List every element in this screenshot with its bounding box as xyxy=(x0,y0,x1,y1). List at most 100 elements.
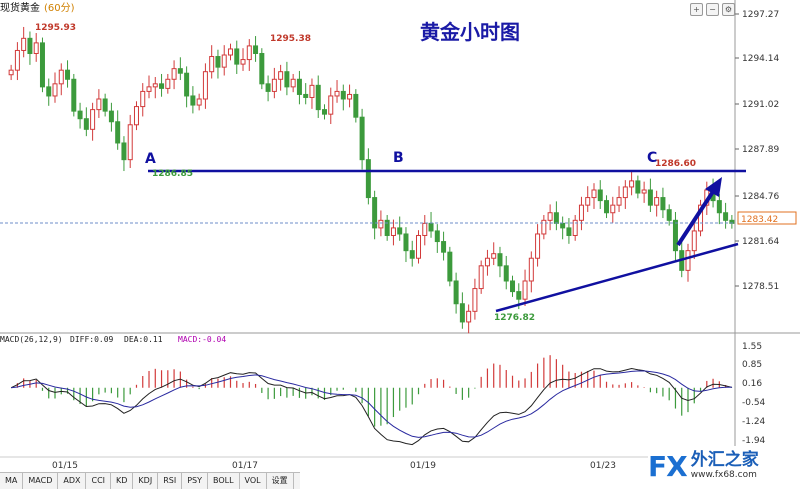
point-a-label: A xyxy=(145,151,156,167)
candle-body xyxy=(102,98,108,112)
settings-icon[interactable]: ⚙ xyxy=(722,3,735,16)
candle-body xyxy=(259,52,265,85)
tab-macd[interactable]: MACD xyxy=(23,473,59,489)
candle-body xyxy=(215,56,221,68)
tab-kd[interactable]: KD xyxy=(111,473,134,489)
tab-ma[interactable]: MA xyxy=(0,473,24,489)
candle-body xyxy=(159,83,165,89)
label-level-a: 1286.85 xyxy=(152,169,193,179)
macd-tick-label: 0.16 xyxy=(742,379,762,389)
candle-body xyxy=(453,280,459,305)
candle-body xyxy=(578,204,584,221)
candle-body xyxy=(121,142,127,161)
candle-body xyxy=(221,54,227,68)
timeframe-label: (60分) xyxy=(44,2,75,14)
candle-body xyxy=(610,204,616,214)
candle-body xyxy=(196,98,202,106)
candle-body xyxy=(641,189,647,194)
macd-tick-label: -1.94 xyxy=(742,436,766,446)
candle-body xyxy=(647,189,653,206)
trend-arrow-shaft xyxy=(676,185,718,247)
zoom-out-icon[interactable]: − xyxy=(706,3,719,16)
candle-body xyxy=(441,241,447,253)
point-c-label: C xyxy=(647,150,657,166)
candle-body xyxy=(691,230,697,252)
candle-body xyxy=(96,98,102,111)
candle-body xyxy=(108,110,114,123)
indicator-tabs: MA MACD ADX CCI KD KDJ RSI PSY BOLL VOL … xyxy=(0,472,300,489)
candle-body xyxy=(622,186,628,199)
macd-diff-line xyxy=(10,367,733,446)
tab-vol[interactable]: VOL xyxy=(240,473,267,489)
candle-body xyxy=(39,42,45,88)
candle-body xyxy=(309,84,315,98)
price-tick-label: 1281.64 xyxy=(742,237,779,247)
macd-panel xyxy=(10,355,733,446)
tab-cci[interactable]: CCI xyxy=(86,473,112,489)
candle-body xyxy=(409,250,415,259)
candle-body xyxy=(553,212,559,224)
candle-body xyxy=(716,200,722,214)
candle-body xyxy=(585,197,591,206)
candle-body xyxy=(77,110,83,120)
candle-body xyxy=(359,116,365,161)
candle-body xyxy=(447,251,453,282)
candle-body xyxy=(177,68,183,74)
candle-body xyxy=(566,227,572,236)
candle-body xyxy=(491,253,497,259)
candle-body xyxy=(372,197,378,229)
symbol-label: 现货黄金 xyxy=(0,1,40,14)
candle-body xyxy=(246,45,252,61)
point-b-label: B xyxy=(393,150,404,166)
candle-body xyxy=(321,109,327,115)
candle-body xyxy=(541,219,547,235)
candle-body xyxy=(209,56,215,73)
date-label-3: 01/19 xyxy=(410,461,436,471)
candle-body xyxy=(65,69,71,80)
candle-body xyxy=(240,59,246,65)
logo-mark: FX xyxy=(648,449,688,483)
tab-boll[interactable]: BOLL xyxy=(208,473,240,489)
candle-body xyxy=(459,303,465,323)
tab-psy[interactable]: PSY xyxy=(182,473,208,489)
candle-body xyxy=(604,200,610,214)
candle-body xyxy=(497,253,503,267)
candle-body xyxy=(591,189,597,199)
price-tick-label: 1294.14 xyxy=(742,54,779,64)
candle-body xyxy=(303,93,309,98)
candle-body xyxy=(52,83,58,97)
candle-body xyxy=(234,48,240,65)
trend-arrow-head xyxy=(705,177,722,197)
candle-body xyxy=(365,159,371,199)
tab-adx[interactable]: ADX xyxy=(58,473,87,489)
tab-kdj[interactable]: KDJ xyxy=(133,473,159,489)
candle-body xyxy=(171,68,177,80)
macd-value: MACD:-0.04 xyxy=(178,335,226,344)
tab-settings[interactable]: 设置 xyxy=(267,473,294,489)
candle-body xyxy=(466,310,472,323)
candle-body xyxy=(296,78,302,95)
tab-rsi[interactable]: RSI xyxy=(158,473,183,489)
candle-body xyxy=(127,124,133,161)
candle-body xyxy=(660,197,666,211)
candle-body xyxy=(33,42,39,54)
macd-tick-label: 1.55 xyxy=(742,342,762,352)
candle-body xyxy=(560,222,566,229)
candle-body xyxy=(14,49,20,71)
panel-controls: + − ⚙ xyxy=(690,3,735,16)
candle-body xyxy=(472,288,478,312)
candle-body xyxy=(90,109,96,130)
candle-body xyxy=(547,212,553,221)
zoom-in-icon[interactable]: + xyxy=(690,3,703,16)
price-tick-label: 1297.27 xyxy=(742,10,779,20)
date-label-1: 01/15 xyxy=(52,461,78,471)
current-price-label: 1283.42 xyxy=(741,215,778,225)
candle-body xyxy=(535,233,541,259)
candle-body xyxy=(416,234,422,259)
price-tick-label: 1287.89 xyxy=(742,145,779,155)
price-tick-label: 1278.51 xyxy=(742,282,779,292)
support-trendline xyxy=(495,242,739,313)
candle-body xyxy=(133,106,139,126)
candle-body xyxy=(390,227,396,236)
candle-body xyxy=(278,71,284,80)
